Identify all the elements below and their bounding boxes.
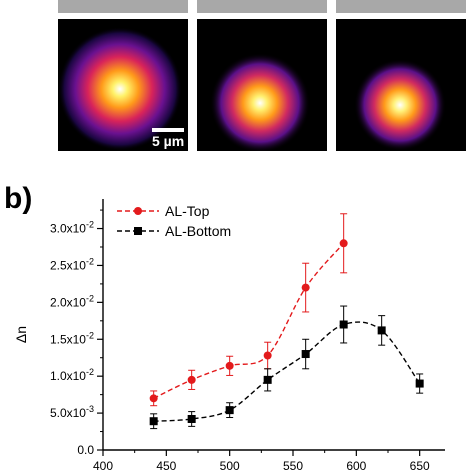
top-strip-2 [197, 0, 327, 13]
intensity-image-3-svg [354, 59, 446, 151]
y-tick-label: 2.0x10-2 [50, 293, 94, 309]
legend-label: AL-Bottom [165, 223, 231, 239]
intensity-image-2-svg [210, 53, 310, 151]
intensity-image-2 [197, 19, 327, 151]
data-point [415, 379, 424, 388]
data-point [225, 406, 234, 415]
intensity-image-3 [336, 19, 466, 151]
x-tick-label: 550 [283, 459, 303, 473]
scale-bar [152, 128, 184, 132]
glow-spot [58, 27, 182, 151]
x-tick-label: 450 [156, 459, 176, 473]
y-tick-label: 2.5x10-2 [50, 256, 94, 272]
data-point [225, 361, 234, 370]
legend-label: AL-Top [165, 203, 210, 219]
x-tick-label: 600 [346, 459, 366, 473]
intensity-image-1: 5 µm [58, 19, 188, 151]
scale-bar-label: 5 µm [152, 133, 185, 149]
data-point [149, 394, 158, 403]
y-axis-label: Δn [13, 326, 29, 343]
panel-b-label: b) [4, 182, 33, 215]
top-strip-1 [58, 0, 188, 13]
data-point [149, 417, 158, 426]
series-1 [149, 305, 424, 430]
data-point [187, 375, 196, 384]
y-tick-label: 3.0x10-2 [50, 220, 94, 236]
data-point [339, 239, 348, 248]
legend-marker [134, 207, 142, 215]
top-strip-3 [336, 0, 466, 13]
data-point [301, 283, 310, 292]
data-point [263, 351, 272, 360]
y-tick-label: 1.0x10-2 [50, 367, 94, 383]
series-0 [149, 213, 348, 407]
y-tick-label: 1.5x10-2 [50, 330, 94, 346]
y-tick-label: 5.0x10-3 [50, 404, 94, 420]
data-point [377, 326, 386, 335]
data-point [339, 320, 348, 329]
series-line [153, 242, 345, 399]
legend-marker [134, 227, 142, 235]
data-point [187, 414, 196, 423]
intensity-image-1-svg [58, 27, 182, 151]
x-tick-label: 400 [93, 459, 113, 473]
data-point [301, 350, 310, 359]
series-line [153, 321, 421, 422]
x-tick-label: 650 [410, 459, 430, 473]
y-tick-label: 0.0 [77, 443, 94, 457]
data-point [263, 375, 272, 384]
glow-spot [354, 59, 446, 151]
x-tick-label: 500 [220, 459, 240, 473]
glow-spot [210, 53, 310, 151]
